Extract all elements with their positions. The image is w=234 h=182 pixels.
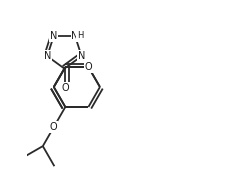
Text: N: N (44, 51, 51, 61)
Text: O: O (62, 83, 69, 93)
Text: O: O (50, 122, 58, 132)
Text: O: O (84, 62, 92, 72)
Text: H: H (77, 31, 83, 40)
Text: N: N (71, 31, 79, 41)
Text: N: N (50, 31, 58, 41)
Text: N: N (78, 51, 85, 61)
